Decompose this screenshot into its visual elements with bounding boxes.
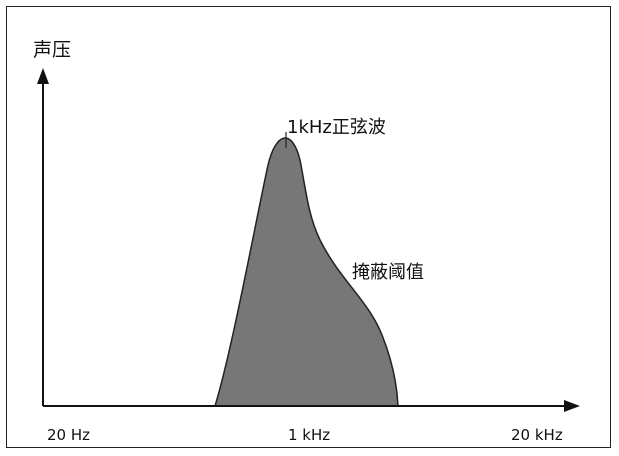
x-tick-20khz: 20 kHz (511, 426, 563, 444)
masking-threshold-curve (213, 137, 399, 407)
figure-frame (6, 6, 611, 448)
x-tick-20hz: 20 Hz (47, 426, 90, 444)
tone-label: 1kHz正弦波 (287, 117, 386, 138)
x-axis-arrow (564, 400, 580, 412)
y-axis-label: 声压 (33, 39, 71, 61)
y-axis-arrow (37, 68, 49, 84)
x-tick-1khz: 1 kHz (288, 426, 330, 444)
curve-label: 掩蔽阈值 (352, 262, 424, 283)
